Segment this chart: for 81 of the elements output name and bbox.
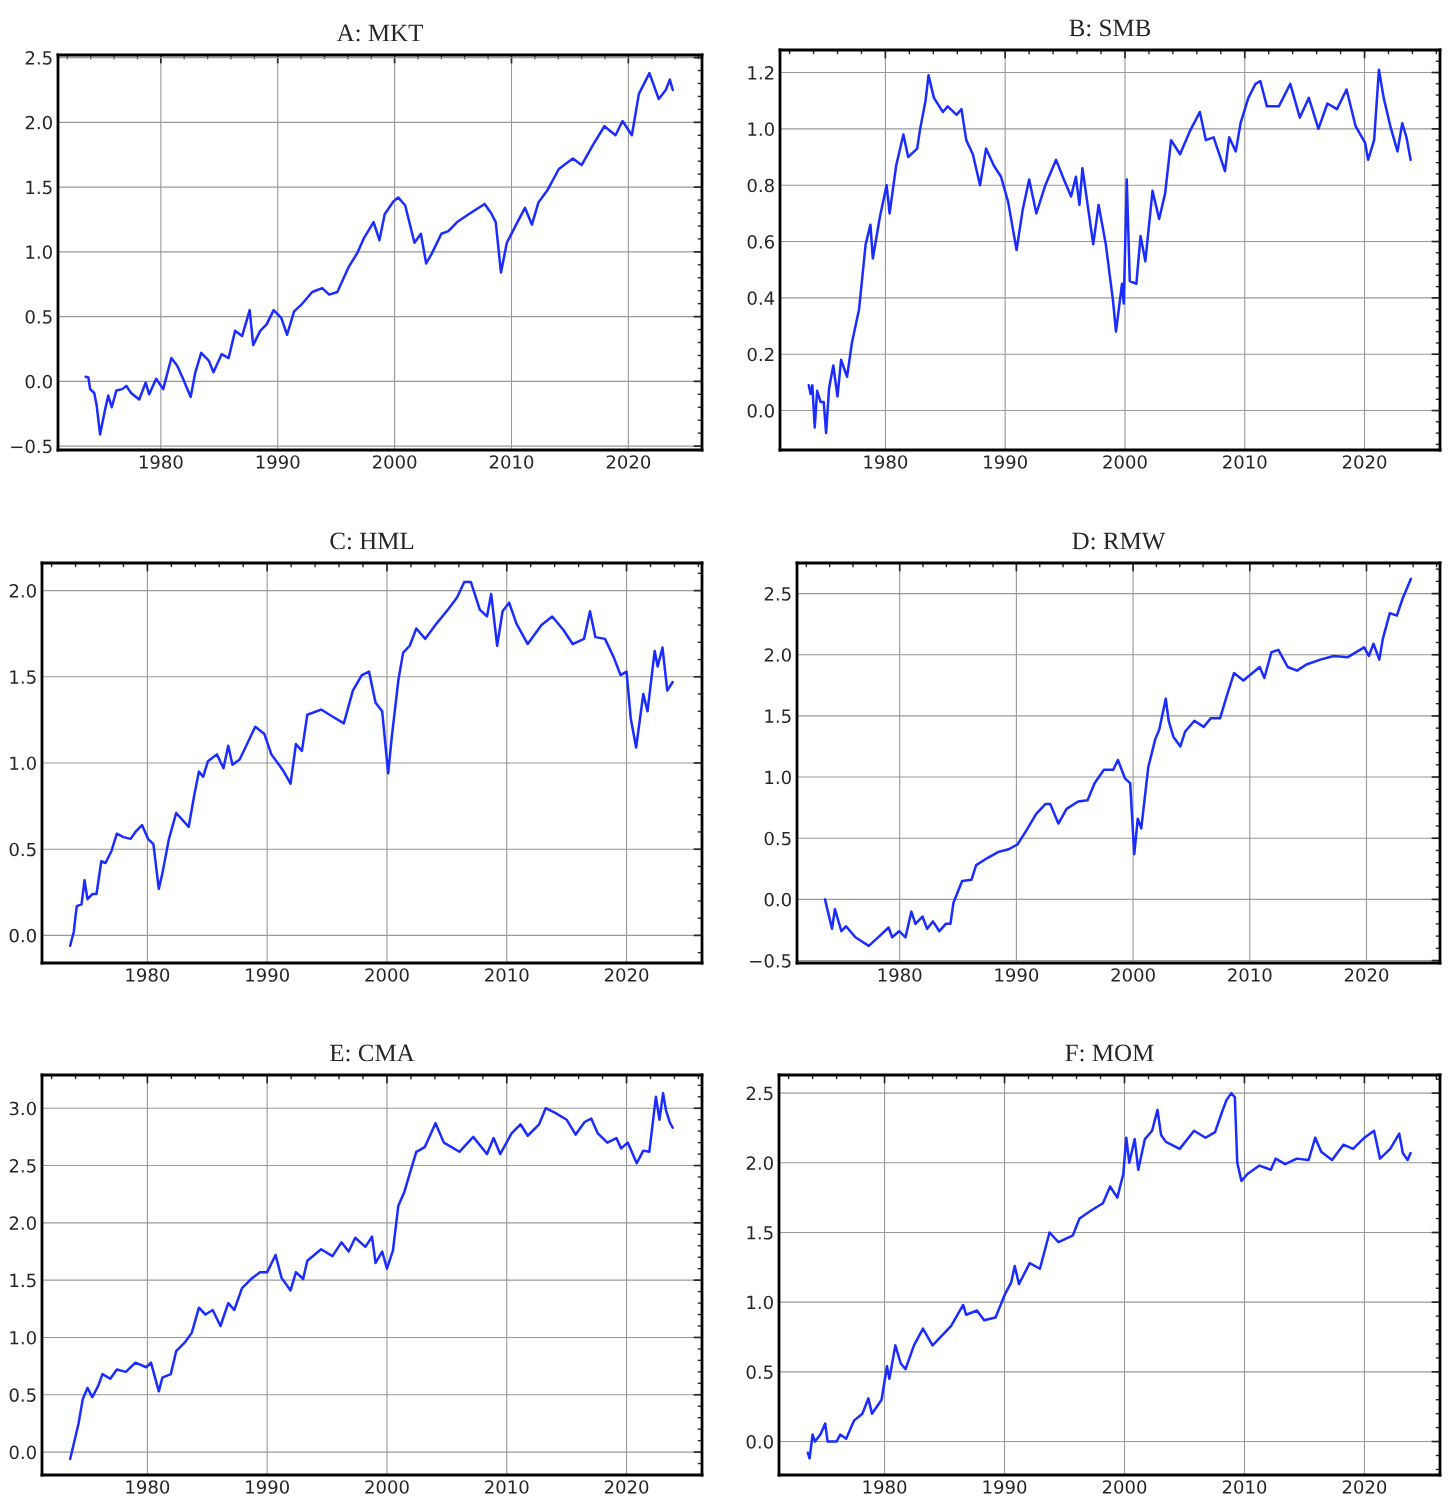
y-tick-label: 0.0 [764,892,791,907]
y-tick-label: 2.0 [9,1216,36,1230]
y-tick-label: 0.0 [9,1445,36,1460]
y-tick-label: 0.0 [25,374,52,389]
y-tick-label: 1.0 [10,1330,36,1345]
y-tick-label: 1.2 [748,65,774,80]
x-tick-label: 2000 [365,968,409,982]
y-tick-label: 0.6 [747,235,774,249]
x-tick-label: 1980 [126,1480,170,1494]
x-tick-label: 2010 [489,455,534,469]
y-tick-label: 0.5 [764,831,791,846]
y-tick-label: 0.0 [746,1435,773,1449]
x-tick-label: 1980 [863,1480,907,1494]
x-tick-label: 1990 [983,1480,1027,1494]
chart-title: F: MOM [1065,1044,1154,1062]
x-tick-label: 2000 [365,1480,409,1494]
y-tick-label: 1.0 [26,245,52,259]
x-tick-label: 2020 [1342,1480,1387,1494]
y-tick-label: 1.0 [10,756,36,771]
x-tick-label: 1990 [246,968,289,982]
x-tick-label: 1990 [995,968,1039,982]
y-tick-label: 0.4 [747,291,775,305]
y-tick-label: 1.5 [765,709,791,724]
line-series [84,71,675,436]
chart-title: A: MKT [336,24,423,42]
line-series [68,1092,674,1461]
x-tick-label: 1980 [878,968,922,982]
x-tick-label: 2010 [1223,455,1267,469]
chart-title: C: HML [330,532,414,550]
y-tick-label: 0.8 [747,178,774,193]
x-tick-label: 2020 [1344,968,1389,982]
y-tick-label: 3.0 [9,1101,36,1116]
line-series [823,577,1413,948]
y-tick-label: 0.5 [9,1388,36,1402]
y-tick-label: 2.0 [746,1156,773,1170]
x-tick-label: 2020 [1342,455,1387,469]
y-tick-label: 1.0 [748,122,774,136]
y-tick-label: 2.0 [9,584,36,598]
y-tick-label: 2.5 [746,1086,773,1101]
chart-title: B: SMB [1069,19,1151,37]
line-series [68,580,674,948]
y-tick-label: 0.2 [747,347,774,362]
y-tick-label: 1.0 [747,1295,773,1310]
y-tick-label: 0.0 [747,404,774,418]
x-tick-label: 1990 [984,455,1027,469]
y-tick-label: −0.5 [750,954,791,968]
y-tick-label: 2.5 [764,587,791,601]
chart-title: D: RMW [1072,532,1166,550]
x-tick-label: 2010 [485,968,529,982]
y-tick-label: 2.0 [764,648,791,662]
x-tick-label: 1980 [126,968,170,982]
line-series [807,68,1412,435]
y-tick-label: 1.5 [10,1273,36,1288]
y-tick-label: 0.5 [746,1365,773,1379]
y-tick-label: 2.0 [25,115,52,130]
x-tick-label: 2010 [1228,968,1272,982]
x-tick-label: 2010 [485,1480,529,1494]
x-tick-label: 1990 [256,455,300,469]
y-tick-label: 2.5 [25,51,52,65]
chart-title: E: CMA [330,1044,415,1062]
x-tick-label: 2010 [1222,1480,1267,1494]
x-tick-label: 2000 [1111,968,1155,982]
y-tick-label: 2.5 [9,1159,36,1173]
y-tick-label: 1.0 [765,770,791,785]
x-tick-label: 2020 [604,968,649,982]
y-tick-label: 1.5 [747,1226,773,1240]
y-tick-label: 0.5 [9,842,36,857]
line-series [806,1091,1412,1460]
y-tick-label: 1.5 [26,180,52,195]
x-tick-label: 2020 [604,1480,649,1494]
x-tick-label: 2000 [372,455,417,469]
x-tick-label: 1980 [139,455,183,469]
y-tick-label: 1.5 [10,670,36,684]
x-tick-label: 2000 [1103,455,1147,469]
y-tick-label: 0.5 [25,310,52,324]
y-tick-label: 0.0 [9,928,36,943]
x-tick-label: 1980 [864,455,908,469]
x-tick-label: 2020 [606,455,651,469]
x-tick-label: 2000 [1102,1480,1147,1494]
x-tick-label: 1990 [246,1480,289,1494]
y-tick-label: −0.5 [11,439,52,454]
